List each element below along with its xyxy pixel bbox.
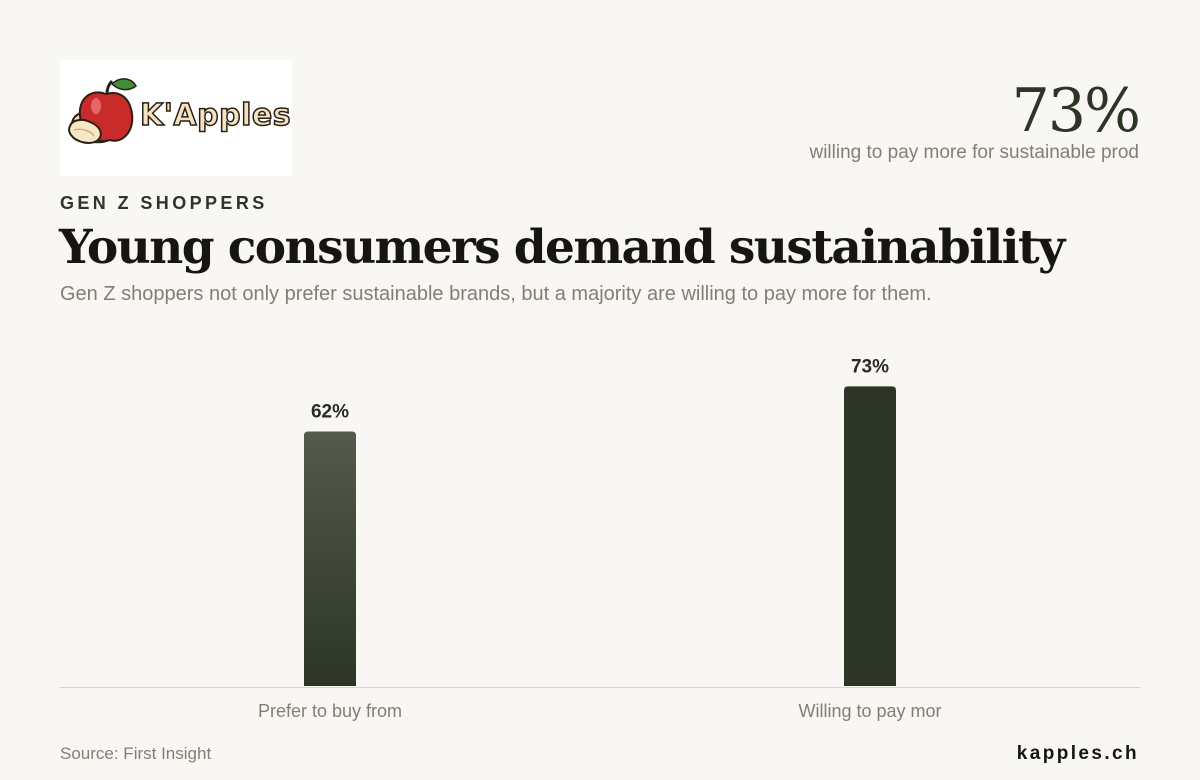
kpi-value: 73%: [1011, 76, 1141, 146]
page-subtitle: Gen Z shoppers not only prefer sustainab…: [60, 283, 932, 305]
bar-1: [304, 431, 356, 686]
brand-logo: K'Apples: [60, 60, 292, 176]
source-note: Source: First Insight: [60, 744, 212, 763]
bar-value-label-2: 73%: [851, 356, 889, 377]
bar-2: [844, 386, 896, 686]
kicker-label: GEN Z SHOPPERS: [60, 193, 268, 213]
category-label-1: Prefer to buy from: [258, 701, 402, 721]
page-title: Young consumers demand sustainability: [59, 220, 1065, 275]
logo-wordmark: K'Apples: [139, 97, 292, 134]
kpi-callout: 73% willing to pay more for sustainable …: [809, 76, 1141, 164]
bar-value-label-1: 62%: [311, 401, 349, 422]
apple-logo-icon: [68, 78, 137, 144]
brand-url: kapples.ch: [1016, 743, 1139, 764]
kpi-label: willing to pay more for sustainable prod: [809, 142, 1139, 163]
category-label-2: Willing to pay mor: [798, 701, 941, 721]
